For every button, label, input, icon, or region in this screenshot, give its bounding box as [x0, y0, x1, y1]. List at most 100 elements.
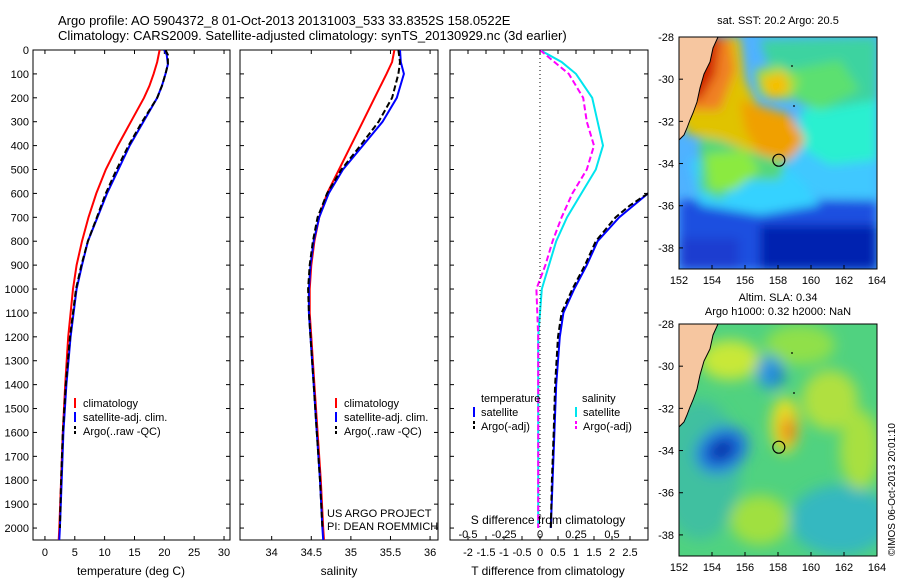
- y-tick-label: 1700: [5, 451, 29, 463]
- map-x-tick-label: 158: [769, 275, 787, 287]
- x-tick-label: 1: [573, 547, 579, 559]
- sla-map-ticks: 152 154 156 158 160 162 164 -28 -30 -32 -34 -36 -38: [658, 319, 886, 574]
- x-tick-label: 10: [99, 547, 111, 559]
- tick-layer: 0100200300400500600700800900100011001200…: [5, 45, 648, 559]
- map-dot: [793, 392, 795, 394]
- salinity-legend: climatology satellite-adj. clim. Argo(..…: [335, 398, 428, 438]
- salinity-profile-argo-raw-qc--line: [307, 50, 402, 529]
- difference-profile-series-group: [535, 50, 648, 529]
- y-tick-label: 1500: [5, 404, 29, 416]
- temperature-xlabel: temperature (deg C): [77, 564, 185, 578]
- x-tick-label: 30: [218, 547, 230, 559]
- map-y-tick-label: -34: [658, 446, 674, 458]
- legend-heading-salinity: salinity: [582, 393, 616, 405]
- map-x-tick-label: 154: [703, 562, 721, 574]
- sla-heatmap: [679, 324, 877, 556]
- x-tick-label: 35.5: [380, 547, 401, 559]
- y-tick-label: 400: [11, 141, 29, 153]
- figure-title-line2: Climatology: CARS2009. Satellite-adjuste…: [58, 28, 567, 43]
- map-y-tick-label: -36: [658, 201, 674, 213]
- profile-lines: [57, 50, 648, 540]
- temperature-legend: climatology satellite-adj. clim. Argo(..…: [74, 398, 167, 438]
- map-y-tick-label: -38: [658, 530, 674, 542]
- x-tick-label: -1.5: [477, 547, 496, 559]
- x-tick-label: 20: [158, 547, 170, 559]
- y-tick-label: 1100: [5, 308, 29, 320]
- y-tick-label: 1600: [5, 427, 29, 439]
- x-tick-label-top: -0.25: [491, 529, 516, 541]
- y-tick-label: 700: [11, 212, 29, 224]
- legend-label: Argo(..raw -QC): [83, 426, 161, 438]
- y-tick-label: 300: [11, 117, 29, 129]
- y-tick-label: 200: [11, 93, 29, 105]
- x-tick-label: 34.5: [301, 547, 322, 559]
- x-tick-label: -1: [499, 547, 509, 559]
- map-x-tick-label: 164: [868, 562, 886, 574]
- y-tick-label: 1300: [5, 356, 29, 368]
- x-tick-label: 36: [424, 547, 436, 559]
- x-tick-label: 5: [72, 547, 78, 559]
- map-x-tick-label: 152: [670, 275, 688, 287]
- map-y-tick-label: -34: [658, 159, 674, 171]
- x-tick-label: 1.5: [586, 547, 601, 559]
- map-x-tick-label: 154: [703, 275, 721, 287]
- y-tick-label: 1200: [5, 332, 29, 344]
- legend-label: satellite-adj. clim.: [344, 412, 428, 424]
- project-annotation-line1: US ARGO PROJECT: [327, 508, 432, 520]
- x-tick-label-top: -0.5: [459, 529, 478, 541]
- map-x-tick-label: 158: [769, 562, 787, 574]
- y-tick-label: 100: [11, 69, 29, 81]
- y-tick-label: 600: [11, 188, 29, 200]
- map-y-tick-label: -28: [658, 32, 674, 44]
- legend-label: satellite: [481, 407, 518, 419]
- difference-legend: temperature satellite Argo(-adj) salinit…: [473, 393, 632, 433]
- salinity-profile-series-group: [307, 50, 405, 540]
- argo-float-marker: [772, 440, 786, 454]
- x-tick-label: 34: [266, 547, 278, 559]
- map-dot: [793, 105, 795, 107]
- map-x-tick-label: 162: [835, 562, 853, 574]
- x-tick-label: -2: [463, 547, 473, 559]
- difference-xlabel-top: S difference from climatology: [471, 513, 626, 527]
- map-y-tick-label: -28: [658, 319, 674, 331]
- y-tick-label: 500: [11, 165, 29, 177]
- legend-heading-temperature: temperature: [481, 393, 540, 405]
- temperature-profile-series-group: [57, 50, 169, 540]
- argo-float-marker: [772, 153, 786, 167]
- x-tick-label: 0.5: [550, 547, 565, 559]
- legend-label: Argo(..raw -QC): [344, 426, 422, 438]
- temperature-profile-argo-raw-qc--line: [58, 50, 169, 529]
- difference-xlabel: T difference from climatology: [471, 564, 625, 578]
- y-tick-label: 2000: [5, 523, 29, 535]
- project-annotation-line2: PI: DEAN ROEMMICH: [327, 521, 438, 533]
- sla-map-title: Altim. SLA: 0.34: [739, 292, 818, 304]
- salinity-axes: [239, 49, 439, 541]
- sla-map-dots: [791, 352, 795, 394]
- map-x-tick-label: 152: [670, 562, 688, 574]
- map-y-tick-label: -38: [658, 243, 674, 255]
- legend-label: satellite: [583, 407, 620, 419]
- map-x-tick-label: 164: [868, 275, 886, 287]
- map-x-tick-label: 160: [802, 275, 820, 287]
- x-tick-label: 2.5: [622, 547, 637, 559]
- x-tick-label: -0.5: [513, 547, 532, 559]
- y-tick-label: 900: [11, 260, 29, 272]
- x-tick-label: 35: [345, 547, 357, 559]
- temperature-axes: [32, 49, 231, 541]
- sla-map-subtitle: Argo h1000: 0.32 h2000: NaN: [705, 306, 851, 318]
- map-x-tick-label: 156: [736, 275, 754, 287]
- y-tick-label: 1400: [5, 380, 29, 392]
- sst-heatmap: [679, 37, 877, 269]
- map-x-tick-label: 156: [736, 562, 754, 574]
- x-tick-label: 2: [609, 547, 615, 559]
- legend-label: satellite-adj. clim.: [83, 412, 167, 424]
- y-tick-label: 800: [11, 236, 29, 248]
- x-tick-label: 0: [42, 547, 48, 559]
- x-tick-label: 15: [128, 547, 140, 559]
- salinity-xlabel: salinity: [321, 564, 358, 578]
- difference-axes: [449, 49, 649, 541]
- sst-map-dots: [791, 65, 795, 107]
- legend-label: Argo(-adj): [481, 421, 530, 433]
- difference-profile-temperature-satellite-line: [549, 192, 648, 529]
- legend-label: Argo(-adj): [583, 421, 632, 433]
